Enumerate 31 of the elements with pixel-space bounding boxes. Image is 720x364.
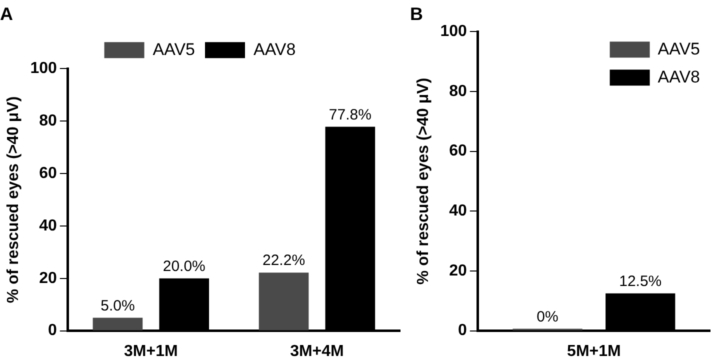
y-tick-label: 100 (440, 23, 467, 40)
data-label: 22.2% (262, 252, 306, 270)
bar (258, 272, 309, 330)
y-tick-label: 0 (48, 322, 57, 340)
x-tick-label: 5M+1M (567, 342, 621, 360)
y-tick-label: 40 (39, 217, 57, 234)
y-axis-title: % of rescued eyes (>40 μV) (415, 78, 432, 285)
y-tick-label: 20 (39, 270, 57, 287)
bar (92, 318, 143, 330)
y-tick-label: 100 (30, 60, 57, 78)
chart-title: B (410, 4, 423, 24)
data-label: 12.5% (619, 273, 662, 290)
data-label: 20.0% (162, 258, 206, 275)
data-label: 0% (536, 308, 558, 326)
y-tick-label: 80 (449, 82, 467, 100)
data-label: 5.0% (100, 297, 135, 314)
legend-label: AAV5 (658, 39, 700, 58)
y-tick-label: 0 (458, 322, 467, 340)
y-axis-title: % of rescued eyes (>40 μV) (5, 96, 22, 304)
y-tick-label: 80 (39, 112, 57, 130)
legend-label: AAV8 (658, 67, 700, 86)
legend-label: AAV8 (254, 40, 296, 59)
chart-title: A (0, 4, 13, 24)
data-label: 77.8% (328, 106, 372, 124)
legend-label: AAV5 (152, 40, 196, 59)
y-tick-label: 40 (449, 202, 467, 220)
x-tick-label: 3M+1M (124, 342, 178, 360)
y-tick-label: 60 (449, 142, 467, 160)
x-tick-label: 3M+4M (290, 342, 344, 360)
y-tick-label: 60 (39, 164, 57, 182)
y-tick-label: 20 (449, 262, 467, 280)
